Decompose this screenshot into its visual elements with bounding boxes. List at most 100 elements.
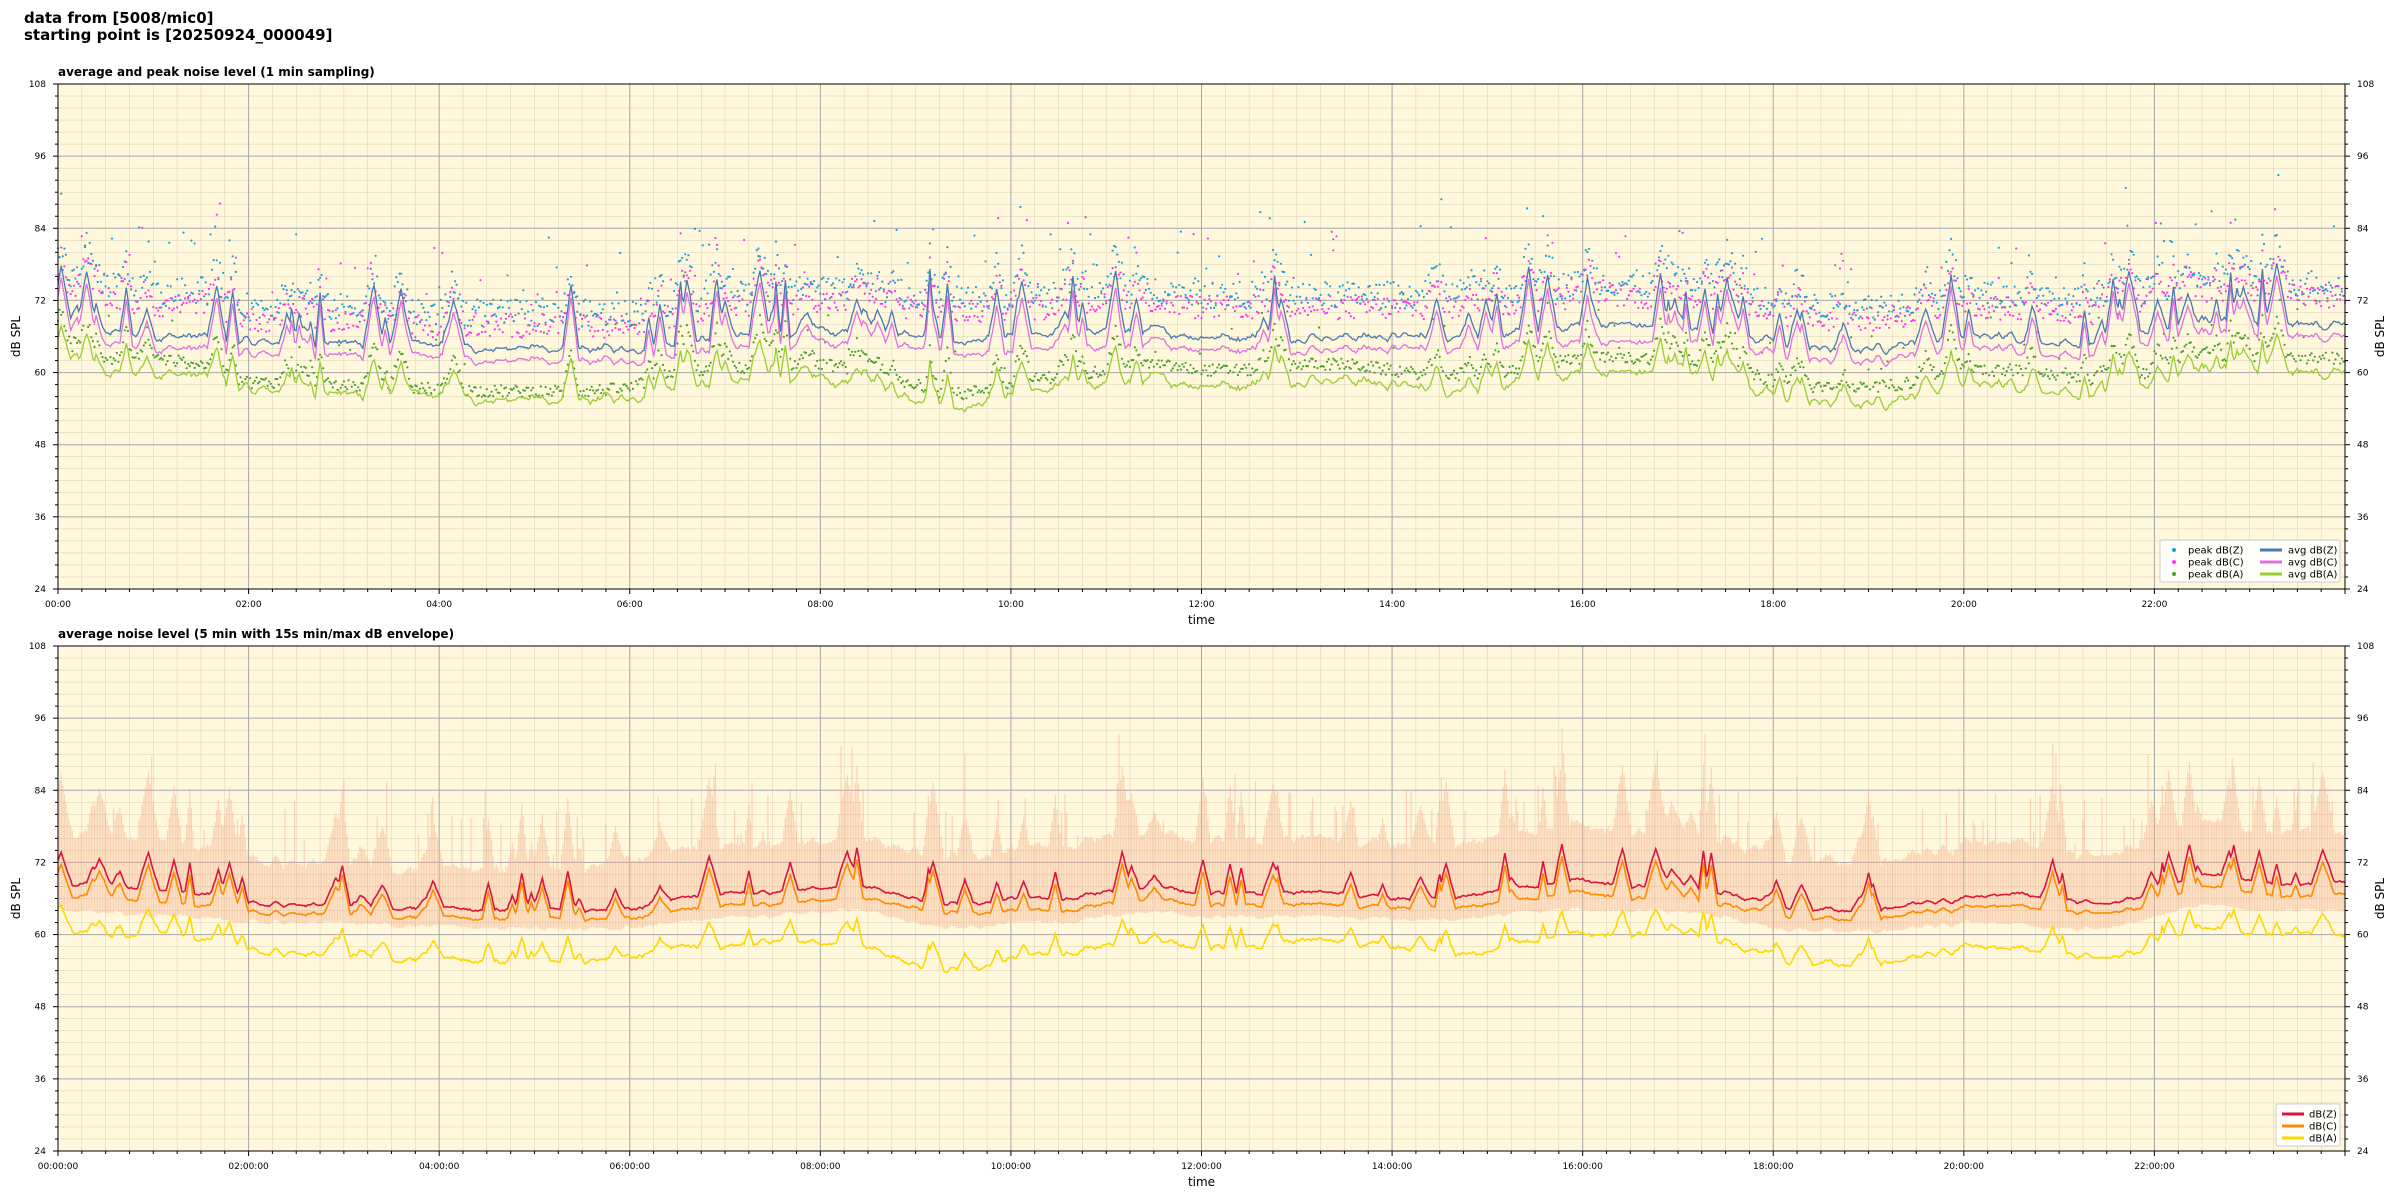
peak-point (1557, 287, 1560, 290)
peak-point (2148, 285, 2151, 288)
peak-point (1243, 305, 1246, 309)
peak-point (1627, 294, 1630, 297)
peak-point (315, 303, 318, 306)
peak-point (93, 345, 96, 348)
peak-point (1178, 312, 1181, 316)
peak-point (1980, 365, 1983, 368)
peak-point (2313, 355, 2316, 358)
peak-point (817, 284, 820, 287)
peak-point (1098, 282, 1101, 285)
peak-point (245, 292, 249, 295)
peak-point (1381, 313, 1384, 316)
peak-point (85, 231, 88, 234)
peak-point (1919, 288, 1923, 291)
peak-point (103, 273, 106, 276)
peak-point (301, 371, 304, 374)
peak-point (752, 271, 755, 274)
peak-point (207, 293, 210, 296)
peak-point (1597, 300, 1600, 303)
peak-point (2336, 298, 2339, 301)
peak-point (311, 302, 314, 305)
peak-point (1116, 335, 1119, 338)
peak-point (101, 290, 104, 293)
peak-point (1908, 313, 1911, 316)
peak-point (847, 348, 851, 351)
peak-point (820, 277, 824, 281)
peak-point (841, 364, 844, 367)
peak-point (925, 376, 928, 379)
peak-point (935, 378, 938, 381)
peak-point (663, 369, 666, 372)
peak-point (1645, 302, 1648, 305)
peak-point (2342, 360, 2345, 363)
peak-point (1430, 267, 1433, 270)
peak-point (1929, 282, 1932, 285)
peak-point (480, 324, 484, 327)
y-tick-label-right: 84 (2357, 224, 2369, 234)
peak-point (1464, 299, 1467, 302)
peak-point (109, 302, 112, 305)
peak-point (2016, 372, 2019, 375)
peak-point (2021, 300, 2024, 304)
peak-point (2320, 305, 2323, 308)
peak-point (920, 315, 924, 318)
peak-point (214, 278, 217, 281)
peak-point (168, 307, 171, 310)
peak-point (997, 358, 1000, 361)
peak-point (588, 300, 592, 303)
peak-point (2069, 372, 2072, 375)
peak-point (1719, 346, 1722, 349)
avg-dbz-line (57, 263, 2346, 356)
peak-point (719, 344, 722, 347)
start-line: starting point is [20250924_000049] (24, 26, 333, 44)
peak-point (1800, 274, 1803, 277)
peak-point (954, 305, 957, 308)
peak-point (693, 227, 697, 230)
peak-point (1025, 219, 1028, 222)
peak-point (331, 310, 334, 313)
peak-point (2189, 341, 2192, 344)
peak-point (1762, 305, 1765, 308)
peak-point (1225, 364, 1228, 368)
peak-point (989, 383, 992, 386)
peak-point (720, 354, 724, 357)
peak-point (298, 290, 301, 293)
peak-point (1958, 287, 1961, 290)
peak-point (1896, 389, 1899, 392)
peak-point (1289, 294, 1292, 297)
peak-point (400, 272, 403, 275)
peak-point (1870, 307, 1873, 310)
peak-point (1675, 288, 1678, 291)
peak-point (1019, 268, 1022, 271)
peak-point (506, 274, 509, 277)
peak-point (2064, 316, 2067, 319)
peak-point (142, 280, 145, 284)
peak-point (1438, 263, 1441, 266)
peak-point (1969, 302, 1972, 305)
peak-point (2223, 358, 2226, 361)
peak-point (1047, 371, 1051, 374)
peak-point (2253, 299, 2256, 302)
peak-point (1152, 365, 1155, 368)
peak-point (1605, 353, 1608, 356)
peak-point (2085, 296, 2088, 300)
peak-point (1805, 310, 1808, 313)
peak-point (2137, 294, 2140, 297)
peak-point (603, 303, 606, 306)
peak-point (282, 303, 285, 306)
peak-point (995, 251, 998, 255)
peak-point (1932, 297, 1935, 300)
peak-point (366, 284, 369, 288)
peak-point (2293, 357, 2296, 360)
peak-point (353, 266, 357, 269)
peak-point (147, 338, 150, 341)
peak-point (1408, 285, 1411, 288)
peak-point (2339, 298, 2342, 301)
peak-point (1565, 284, 1568, 287)
peak-point (1707, 263, 1710, 266)
peak-point (777, 281, 781, 284)
peak-point (1406, 369, 1410, 372)
peak-point (517, 332, 520, 335)
peak-point (2000, 373, 2004, 376)
peak-point (1178, 365, 1181, 368)
